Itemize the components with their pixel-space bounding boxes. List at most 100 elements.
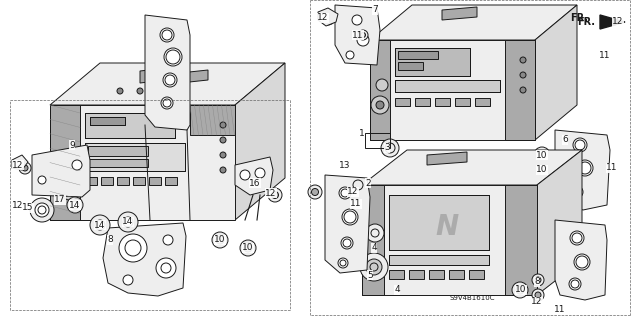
- Bar: [398, 51, 438, 59]
- Circle shape: [156, 258, 176, 278]
- Circle shape: [119, 234, 147, 262]
- Circle shape: [161, 97, 173, 109]
- Bar: [395, 98, 410, 106]
- Text: 11: 11: [599, 50, 611, 60]
- Circle shape: [381, 139, 399, 157]
- Bar: [395, 80, 500, 92]
- Text: N: N: [435, 213, 459, 241]
- Circle shape: [255, 168, 265, 178]
- Polygon shape: [140, 67, 175, 83]
- Circle shape: [534, 147, 550, 163]
- Polygon shape: [50, 105, 80, 220]
- Circle shape: [342, 209, 358, 225]
- Circle shape: [353, 180, 363, 190]
- Text: 16: 16: [249, 179, 260, 188]
- Circle shape: [30, 198, 54, 222]
- Circle shape: [118, 212, 138, 232]
- Bar: [165, 177, 177, 185]
- Circle shape: [358, 30, 368, 40]
- Circle shape: [376, 101, 384, 109]
- Text: 5: 5: [367, 271, 373, 279]
- Bar: [90, 117, 125, 125]
- Circle shape: [535, 292, 541, 298]
- Bar: [149, 177, 161, 185]
- Text: 10: 10: [536, 151, 548, 160]
- Circle shape: [516, 286, 524, 294]
- Circle shape: [520, 87, 526, 93]
- Polygon shape: [318, 8, 338, 26]
- Text: FR.: FR.: [570, 13, 588, 23]
- Polygon shape: [103, 223, 186, 296]
- Text: 11: 11: [352, 31, 364, 40]
- Circle shape: [220, 167, 226, 173]
- Text: 12: 12: [317, 13, 329, 23]
- Circle shape: [535, 277, 541, 283]
- Polygon shape: [325, 175, 370, 273]
- Polygon shape: [32, 145, 90, 197]
- Polygon shape: [335, 5, 380, 65]
- Circle shape: [512, 282, 528, 298]
- Circle shape: [346, 51, 354, 59]
- Text: 12: 12: [266, 189, 276, 197]
- Bar: [85, 177, 97, 185]
- Circle shape: [366, 224, 384, 242]
- Bar: [117, 177, 129, 185]
- Polygon shape: [370, 5, 577, 40]
- Bar: [395, 80, 500, 92]
- Text: 4: 4: [394, 286, 400, 294]
- Polygon shape: [600, 15, 625, 29]
- Bar: [409, 270, 424, 279]
- Polygon shape: [362, 150, 582, 185]
- Circle shape: [357, 34, 369, 46]
- Bar: [101, 177, 113, 185]
- Circle shape: [338, 258, 348, 268]
- Circle shape: [117, 88, 123, 94]
- Circle shape: [360, 33, 365, 38]
- Text: 12: 12: [348, 188, 358, 197]
- Circle shape: [157, 88, 163, 94]
- Polygon shape: [555, 130, 610, 210]
- Circle shape: [341, 237, 353, 249]
- Circle shape: [534, 162, 550, 178]
- Circle shape: [520, 72, 526, 78]
- Circle shape: [212, 232, 228, 248]
- Circle shape: [570, 231, 584, 245]
- Bar: [133, 177, 145, 185]
- Bar: [389, 195, 489, 250]
- Circle shape: [90, 215, 110, 235]
- Text: S9V4B1610C: S9V4B1610C: [450, 295, 495, 301]
- Circle shape: [376, 79, 388, 91]
- Circle shape: [573, 138, 587, 152]
- Polygon shape: [50, 63, 285, 105]
- Circle shape: [220, 137, 226, 143]
- Circle shape: [371, 96, 389, 114]
- Text: 7: 7: [372, 5, 378, 14]
- Polygon shape: [427, 152, 467, 165]
- Text: FR.: FR.: [577, 17, 595, 27]
- Circle shape: [240, 240, 256, 256]
- Text: 15: 15: [22, 204, 34, 212]
- Circle shape: [571, 186, 583, 198]
- Circle shape: [360, 253, 388, 281]
- Text: 12: 12: [612, 18, 624, 26]
- Circle shape: [220, 122, 226, 128]
- Text: 11: 11: [606, 164, 618, 173]
- Circle shape: [65, 185, 75, 195]
- Polygon shape: [190, 105, 235, 135]
- Text: 12: 12: [12, 201, 24, 210]
- Bar: [415, 98, 430, 106]
- Polygon shape: [235, 63, 285, 220]
- Text: 17: 17: [54, 196, 66, 204]
- Circle shape: [538, 151, 546, 159]
- Circle shape: [240, 170, 250, 180]
- Circle shape: [216, 236, 224, 244]
- Polygon shape: [235, 157, 273, 195]
- Text: 9: 9: [69, 140, 75, 150]
- Polygon shape: [370, 40, 535, 140]
- Bar: [398, 62, 423, 70]
- Bar: [90, 117, 125, 125]
- Circle shape: [163, 73, 177, 87]
- Polygon shape: [537, 150, 582, 295]
- Bar: [365, 133, 390, 148]
- Circle shape: [123, 275, 133, 285]
